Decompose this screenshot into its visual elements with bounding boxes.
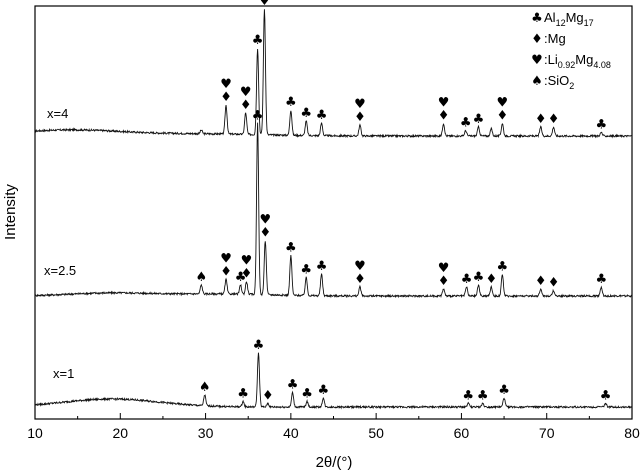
peak-marker: ♣	[477, 388, 489, 403]
peak-marker: ♣	[473, 112, 485, 127]
peak-marker: ♣	[497, 259, 509, 274]
peak-marker: ♣	[285, 241, 297, 256]
legend-symbol: ♦	[531, 32, 543, 47]
legend: ♣ Al12Mg17♦:Mg♥:Li0.92Mg4.08♠:SiO2	[531, 10, 611, 91]
x-tick-label: 30	[198, 425, 214, 441]
peak-marker: ♣	[300, 263, 312, 278]
legend-symbol: ♠	[531, 74, 543, 89]
series-line-2	[34, 352, 633, 410]
y-axis-title: Intensity	[2, 184, 19, 240]
peak-marker: ♦	[240, 98, 252, 113]
peak-marker-layer: ♦♥♦♥♣♦♥♣♣♣♦♥♦♥♣♣♦♥♦♦♣♠♦♥♣♦♥♣♦♥♣♣♣♦♥♦♥♣♣♦…	[195, 0, 611, 403]
peak-marker: ♣	[287, 378, 299, 393]
peak-marker: ♣	[285, 95, 297, 110]
peak-marker: ♦	[220, 90, 232, 105]
x-tick-label: 40	[283, 425, 299, 441]
legend-entry-label: :Li0.92Mg4.08	[544, 52, 611, 70]
series-label: x=4	[47, 106, 68, 121]
peak-marker: ♣	[253, 338, 265, 353]
peak-marker: ♣	[252, 33, 264, 48]
peak-marker: ♣	[462, 388, 474, 403]
peak-marker: ♥	[354, 97, 366, 112]
legend-entry-label: Al12Mg17	[544, 10, 594, 28]
peak-marker: ♦	[259, 0, 271, 9]
series-layer: x=4 x=2.5 x=1	[34, 9, 633, 410]
peak-marker: ♣	[301, 387, 313, 402]
x-axis-ticks: 10 20 30 40 50 60 70 80	[27, 413, 640, 441]
legend-subscript: 2	[569, 81, 574, 91]
legend-subscript: 17	[584, 18, 594, 28]
legend-text-part: Mg	[566, 10, 584, 25]
series-label: x=2.5	[44, 263, 76, 278]
peak-marker: ♦	[262, 388, 274, 403]
series-label: x=1	[53, 366, 74, 381]
peak-marker: ♠	[199, 380, 211, 395]
peak-marker: ♣	[461, 272, 473, 287]
peak-marker: ♦	[354, 272, 366, 287]
x-axis-title: 2θ/(°)	[316, 454, 353, 471]
series-line-1	[34, 122, 633, 299]
legend-text-part: :SiO	[544, 73, 569, 88]
peak-marker: ♥	[220, 77, 232, 92]
peak-marker: ♥	[241, 254, 253, 269]
peak-marker: ♥	[438, 95, 450, 110]
peak-marker: ♥	[240, 85, 252, 100]
peak-marker: ♣	[316, 259, 328, 274]
peak-marker: ♣	[237, 386, 249, 401]
x-tick-label: 70	[539, 425, 555, 441]
peak-marker: ♦	[354, 110, 366, 125]
x-tick-label: 50	[368, 425, 384, 441]
peak-marker: ♣	[252, 108, 264, 123]
legend-symbol: ♣	[531, 11, 543, 26]
peak-marker: ♦	[220, 265, 232, 280]
legend-subscript: 0.92	[558, 60, 576, 70]
peak-marker: ♣	[300, 106, 312, 121]
peak-marker: ♦	[535, 274, 547, 289]
series-line-0	[34, 9, 633, 139]
peak-marker: ♦	[485, 272, 497, 287]
peak-marker: ♥	[438, 261, 450, 276]
peak-marker: ♦	[535, 112, 547, 127]
peak-marker: ♦	[241, 267, 253, 282]
peak-marker: ♥	[259, 213, 271, 228]
peak-marker: ♦	[259, 226, 271, 241]
peak-marker: ♦	[438, 108, 450, 123]
peak-marker: ♣	[600, 388, 612, 403]
peak-marker: ♣	[316, 108, 328, 123]
x-tick-label: 60	[454, 425, 470, 441]
peak-marker: ♣	[317, 383, 329, 398]
peak-marker: ♦	[548, 112, 560, 127]
peak-marker: ♣	[235, 270, 247, 285]
x-tick-label: 80	[624, 425, 640, 441]
peak-marker: ♣	[595, 272, 607, 287]
peak-marker: ♣	[498, 383, 510, 398]
peak-marker: ♥	[497, 95, 509, 110]
peak-marker: ♦	[548, 276, 560, 291]
legend-subscript: 12	[556, 18, 566, 28]
x-tick-label: 20	[112, 425, 128, 441]
legend-text-part: Al	[544, 10, 556, 25]
peak-marker: ♣	[473, 270, 485, 285]
peak-marker: ♠	[195, 270, 207, 285]
peak-marker: ♦	[497, 108, 509, 123]
legend-text-part: :Li	[544, 52, 558, 67]
peak-marker: ♥	[220, 252, 232, 267]
peak-marker: ♥	[354, 259, 366, 274]
legend-text-part: Mg	[575, 52, 593, 67]
legend-subscript: 4.08	[593, 60, 611, 70]
legend-entry-label: :SiO2	[544, 73, 574, 91]
peak-marker: ♣	[595, 117, 607, 132]
legend-symbol: ♥	[531, 53, 543, 68]
peak-marker: ♣	[460, 116, 472, 131]
legend-entry-label: :Mg	[544, 31, 566, 46]
x-tick-label: 10	[27, 425, 43, 441]
legend-text-part: :Mg	[544, 31, 566, 46]
peak-marker: ♦	[438, 274, 450, 289]
